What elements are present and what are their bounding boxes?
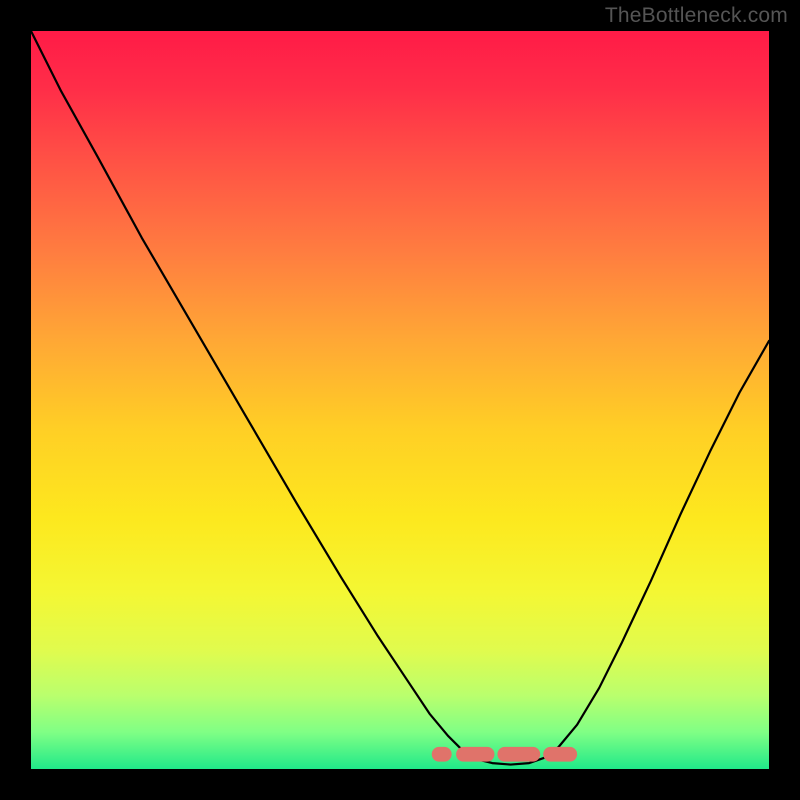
plot-area [31, 31, 769, 769]
watermark-text: TheBottleneck.com [605, 4, 788, 28]
valley-marker [456, 747, 494, 762]
valley-marker [497, 747, 540, 762]
valley-markers [432, 747, 577, 762]
chart-outer: TheBottleneck.com [0, 0, 800, 800]
bottleneck-curve [31, 31, 769, 765]
valley-marker [432, 747, 452, 762]
curve-layer [31, 31, 769, 769]
valley-marker [543, 747, 577, 762]
